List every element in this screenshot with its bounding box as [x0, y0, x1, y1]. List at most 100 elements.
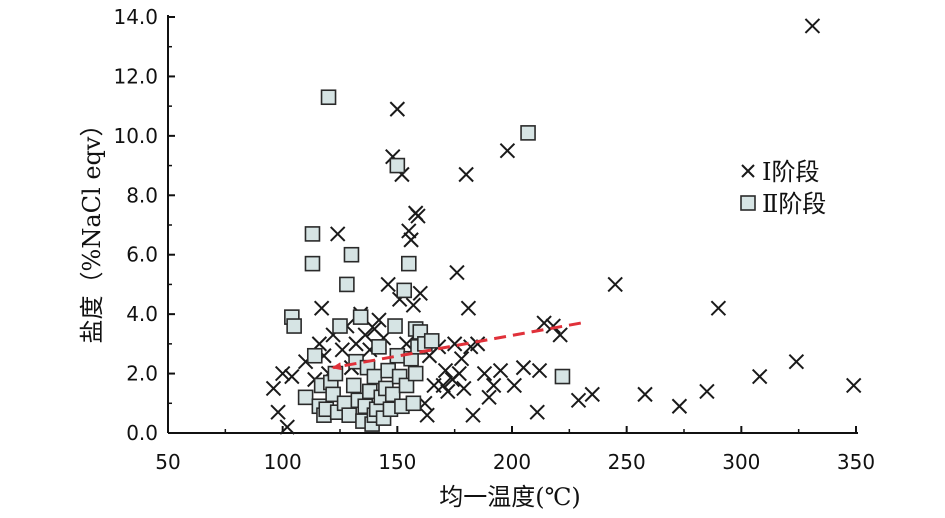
y-tick-label: 6.0 — [126, 243, 158, 267]
legend-label: Ⅰ阶段 — [762, 158, 819, 186]
y-tick-label: 12.0 — [113, 64, 158, 88]
y-tick-label: 10.0 — [113, 124, 158, 148]
point-x — [451, 365, 467, 382]
point-square — [389, 157, 406, 174]
point-square — [554, 368, 571, 385]
point-x — [357, 327, 373, 343]
point-square — [384, 386, 401, 403]
point-x — [458, 166, 474, 183]
point-square — [371, 339, 387, 355]
point-square — [400, 255, 417, 272]
x-tick-label: 200 — [493, 450, 531, 474]
trend-arrow — [331, 321, 582, 371]
point-x — [531, 362, 548, 379]
point-x — [453, 351, 470, 367]
point-x — [845, 377, 862, 394]
y-tick-label: 8.0 — [126, 183, 158, 207]
point-square — [320, 89, 337, 106]
point-x — [469, 336, 486, 352]
x-tick-label: 50 — [155, 450, 180, 474]
point-square — [297, 389, 314, 406]
point-x — [710, 300, 727, 316]
point-x — [265, 380, 282, 397]
point-x — [607, 276, 623, 293]
point-x — [751, 368, 768, 385]
point-x — [499, 143, 516, 159]
point-x — [410, 208, 426, 224]
point-x — [456, 380, 472, 397]
point-square — [332, 318, 348, 334]
point-x — [403, 232, 419, 248]
data-points — [265, 18, 862, 435]
point-x — [545, 318, 561, 334]
point-x — [446, 336, 463, 352]
point-x — [699, 383, 715, 400]
y-tick-label: 0.0 — [126, 421, 158, 445]
point-x — [570, 392, 587, 409]
x-tick-label: 350 — [837, 450, 875, 474]
point-square — [325, 386, 341, 403]
point-x — [313, 300, 330, 316]
legend: Ⅰ阶段 Ⅱ阶段 — [740, 158, 826, 218]
point-x — [506, 377, 523, 394]
x-tick-label: 100 — [264, 450, 302, 474]
tick-labels: 50 100 150 200 250 300 350 0.0 2.0 4.0 6.0 8.0 10.0 1… — [113, 5, 875, 474]
point-x — [671, 398, 688, 414]
point-square — [407, 365, 424, 382]
point-x — [637, 386, 653, 403]
point-x — [440, 383, 456, 400]
point-square — [343, 246, 360, 263]
x-axis-title: 均一温度(℃) — [439, 483, 581, 511]
x-tick-label: 300 — [722, 450, 760, 474]
point-x — [371, 312, 387, 328]
series-stage-1 — [265, 18, 862, 435]
point-x — [788, 353, 805, 370]
point-x — [584, 386, 600, 403]
point-x — [329, 226, 346, 242]
point-x — [401, 223, 417, 239]
point-x — [449, 264, 465, 281]
point-square — [341, 407, 357, 423]
point-x — [741, 164, 755, 178]
point-x — [804, 18, 821, 34]
point-x — [270, 404, 286, 420]
point-x — [412, 285, 428, 302]
y-tick-label: 4.0 — [126, 302, 158, 326]
point-x — [481, 389, 497, 406]
point-square — [398, 377, 415, 394]
point-x — [279, 419, 295, 435]
point-x — [529, 404, 545, 420]
point-square — [345, 377, 362, 394]
point-x — [334, 342, 351, 358]
point-x — [476, 365, 493, 382]
y-axis-title: 盐度（%NaCl eqv） — [78, 113, 106, 344]
tick-marks — [167, 16, 857, 434]
point-x — [380, 276, 396, 293]
point-square — [339, 276, 355, 293]
point-x — [405, 297, 422, 313]
point-x — [536, 315, 552, 331]
series-stage-2 — [284, 89, 571, 432]
point-square — [396, 282, 413, 299]
point-x — [419, 407, 435, 423]
point-square — [286, 318, 302, 334]
point-square — [304, 255, 321, 272]
point-x — [552, 327, 568, 343]
point-square — [387, 318, 403, 334]
point-square — [304, 226, 321, 242]
point-x — [492, 362, 509, 379]
x-tick-label: 150 — [378, 450, 416, 474]
point-x — [284, 368, 300, 385]
point-square — [520, 125, 536, 141]
point-x — [465, 407, 481, 423]
point-x — [274, 365, 291, 382]
x-tick-label: 250 — [608, 450, 646, 474]
y-tick-label: 2.0 — [126, 362, 158, 386]
point-square — [740, 195, 756, 211]
legend-label: Ⅱ阶段 — [762, 190, 826, 218]
point-square — [306, 347, 323, 364]
point-square — [405, 395, 422, 412]
point-x — [437, 362, 454, 379]
point-x — [515, 359, 532, 376]
